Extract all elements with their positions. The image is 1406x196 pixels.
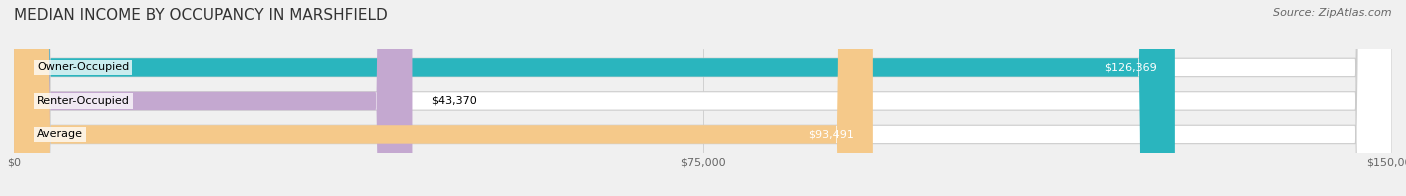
- Text: Average: Average: [37, 129, 83, 139]
- Text: Owner-Occupied: Owner-Occupied: [37, 63, 129, 73]
- FancyBboxPatch shape: [14, 0, 1392, 196]
- FancyBboxPatch shape: [14, 0, 412, 196]
- FancyBboxPatch shape: [14, 0, 1175, 196]
- Text: Renter-Occupied: Renter-Occupied: [37, 96, 129, 106]
- Text: MEDIAN INCOME BY OCCUPANCY IN MARSHFIELD: MEDIAN INCOME BY OCCUPANCY IN MARSHFIELD: [14, 8, 388, 23]
- FancyBboxPatch shape: [14, 0, 1392, 196]
- Text: $93,491: $93,491: [808, 129, 855, 139]
- Text: $43,370: $43,370: [430, 96, 477, 106]
- Text: Source: ZipAtlas.com: Source: ZipAtlas.com: [1274, 8, 1392, 18]
- FancyBboxPatch shape: [14, 0, 1392, 196]
- Text: $126,369: $126,369: [1104, 63, 1157, 73]
- FancyBboxPatch shape: [14, 0, 873, 196]
